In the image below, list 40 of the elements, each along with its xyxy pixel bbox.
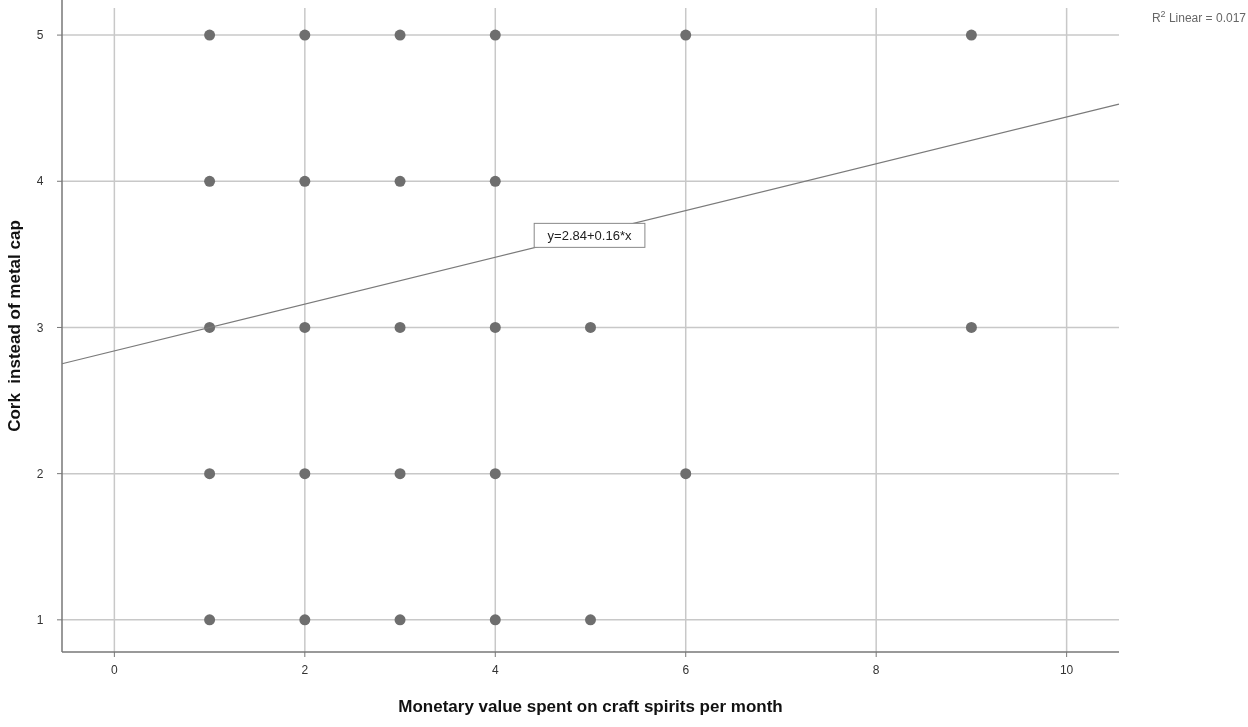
x-tick-label: 0 [111, 663, 119, 677]
x-tick-label: 8 [872, 663, 880, 677]
annotation: y=2.84+0.16*x [547, 227, 632, 243]
point [489, 468, 501, 480]
point [489, 614, 501, 626]
point [680, 29, 692, 41]
point [204, 175, 216, 187]
y-tick-label: 5 [36, 28, 44, 43]
point [394, 468, 406, 480]
point [965, 321, 977, 333]
point [585, 321, 596, 333]
point [394, 29, 406, 41]
x-tick-label: 10 [1059, 663, 1074, 677]
x-tick-label: 2 [301, 663, 309, 677]
point [204, 614, 216, 626]
point [204, 468, 216, 480]
point [489, 29, 501, 41]
y-tick-label: 1 [36, 613, 44, 628]
point [489, 175, 501, 187]
point [680, 468, 692, 480]
x-axis-title: Monetary value spent on craft spirits per month [398, 697, 783, 716]
text: R$^{2}$ Linear = 0.017 [1151, 9, 1247, 25]
point [299, 614, 311, 626]
point [489, 321, 501, 333]
y-tick-label: 3 [36, 320, 44, 335]
x-tick-label: 4 [491, 663, 499, 677]
point [394, 614, 406, 626]
point [299, 175, 311, 187]
point [585, 614, 596, 626]
point [394, 321, 406, 333]
point [299, 468, 311, 480]
y-tick-label: 4 [36, 174, 44, 189]
y-tick-label: 2 [36, 466, 44, 481]
point [299, 29, 311, 41]
y-axis-title: Cork instead of metal cap [5, 220, 24, 432]
point [394, 175, 406, 187]
point [299, 321, 311, 333]
x-tick-label: 6 [682, 663, 690, 677]
point [965, 29, 977, 41]
point [204, 29, 216, 41]
